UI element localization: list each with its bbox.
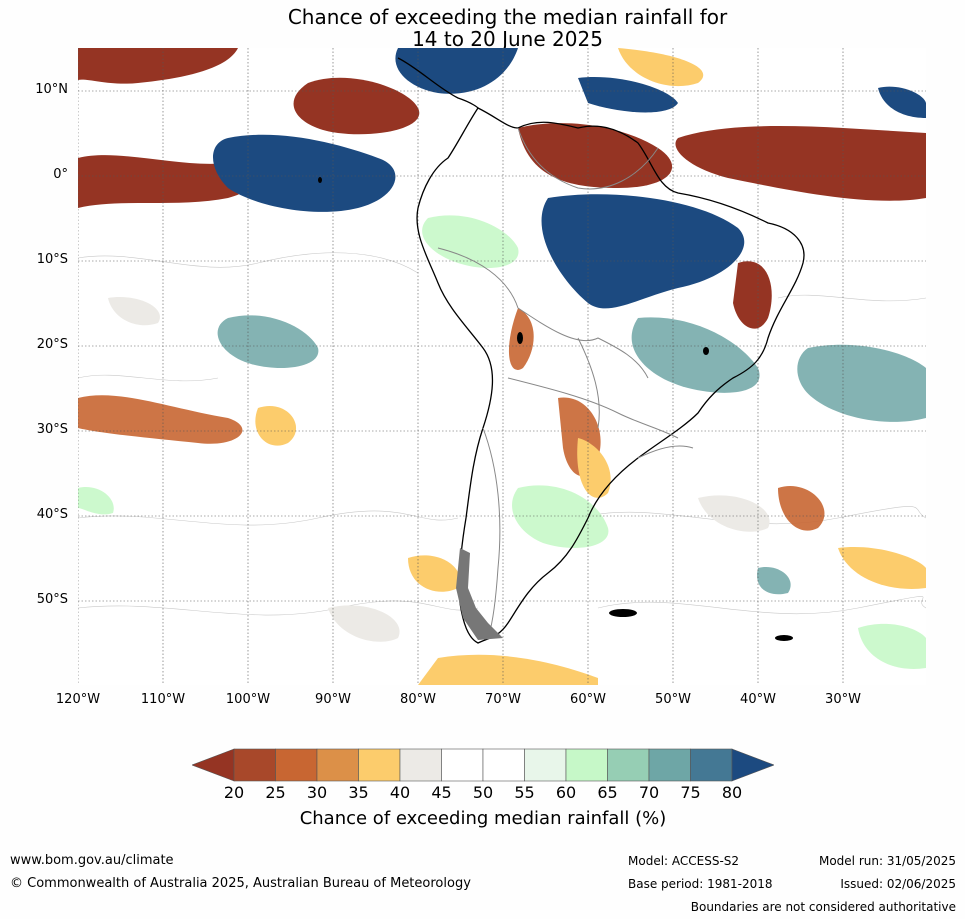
- small-islands: [318, 177, 793, 641]
- lon-label: 40°W: [740, 692, 776, 707]
- colorbar-tick: 30: [306, 783, 328, 802]
- model-text: Model: ACCESS-S2: [628, 854, 740, 868]
- dry-anomaly-areas: [78, 48, 926, 329]
- map-title-line1: Chance of exceeding the median rainfall …: [287, 5, 728, 29]
- rainfall-probability-map: [78, 48, 926, 685]
- disclaimer-text: Boundaries are not considered authoritat…: [690, 900, 956, 914]
- colorbar-segment: [482, 748, 525, 782]
- lon-label: 50°W: [655, 692, 691, 707]
- lon-label: 70°W: [485, 692, 521, 707]
- colorbar-segment: [233, 748, 276, 782]
- colorbar-segment: [565, 748, 608, 782]
- lon-label: 90°W: [315, 692, 351, 707]
- colorbar: [192, 748, 774, 782]
- colorbar-tick: 70: [638, 783, 660, 802]
- colorbar-segment: [441, 748, 484, 782]
- colorbar-segment: [358, 748, 401, 782]
- colorbar-tick: 75: [680, 783, 701, 802]
- colorbar-segment: [524, 748, 567, 782]
- wet-strong-areas: [213, 48, 926, 309]
- colorbar-tick: 65: [597, 783, 618, 802]
- colorbar-tick: 50: [472, 783, 494, 802]
- colorbar-segment: [399, 748, 442, 782]
- near-median-areas: [108, 297, 770, 642]
- colorbar-segment: [648, 748, 691, 782]
- patagonia-coast: [456, 548, 503, 640]
- map-canvas: [78, 48, 926, 685]
- colorbar-tick: 25: [265, 783, 286, 802]
- colorbar-tick: 40: [389, 783, 411, 802]
- map-title-line2: 14 to 20 June 2025: [412, 27, 603, 51]
- wet-moderate-areas: [217, 315, 926, 595]
- copyright-text: © Commonwealth of Australia 2025, Austra…: [10, 876, 471, 891]
- wet-light-areas: [78, 215, 926, 669]
- colorbar-tick: 60: [555, 783, 577, 802]
- lon-label: 110°W: [140, 692, 186, 707]
- colorbar-segment: [690, 748, 733, 782]
- lat-label: 0°: [53, 167, 68, 182]
- colorbar-segment: [607, 748, 650, 782]
- base-period-text: Base period: 1981-2018: [628, 877, 773, 891]
- lon-label: 100°W: [225, 692, 271, 707]
- model-run-text: Model run: 31/05/2025: [818, 854, 956, 868]
- lon-label: 80°W: [400, 692, 436, 707]
- dry-light-areas: [255, 48, 926, 685]
- website-link[interactable]: www.bom.gov.au/climate: [10, 853, 174, 868]
- lat-label: 50°S: [36, 592, 68, 607]
- colorbar-arrow-low: [192, 748, 235, 782]
- colorbar-tick: 80: [721, 783, 743, 802]
- lat-label: 10°N: [35, 82, 68, 97]
- colorbar-tick: 55: [514, 783, 535, 802]
- issued-text: Issued: 02/06/2025: [840, 877, 956, 891]
- lon-label: 30°W: [825, 692, 861, 707]
- colorbar-label: Chance of exceeding median rainfall (%): [299, 808, 667, 829]
- lat-label: 40°S: [36, 507, 68, 522]
- colorbar-arrow-high: [731, 748, 774, 782]
- colorbar-tick: 20: [223, 783, 245, 802]
- colorbar-tick: 45: [431, 783, 452, 802]
- graticule: [78, 48, 926, 685]
- country-borders: [437, 127, 694, 639]
- colorbar-tick: 35: [348, 783, 369, 802]
- colorbar-segment: [275, 748, 318, 782]
- lon-label: 120°W: [55, 692, 101, 707]
- lon-label: 60°W: [570, 692, 606, 707]
- colorbar-segment: [316, 748, 359, 782]
- lat-label: 30°S: [36, 422, 68, 437]
- lat-label: 20°S: [36, 337, 68, 352]
- coastline: [397, 57, 805, 644]
- lat-label: 10°S: [36, 252, 68, 267]
